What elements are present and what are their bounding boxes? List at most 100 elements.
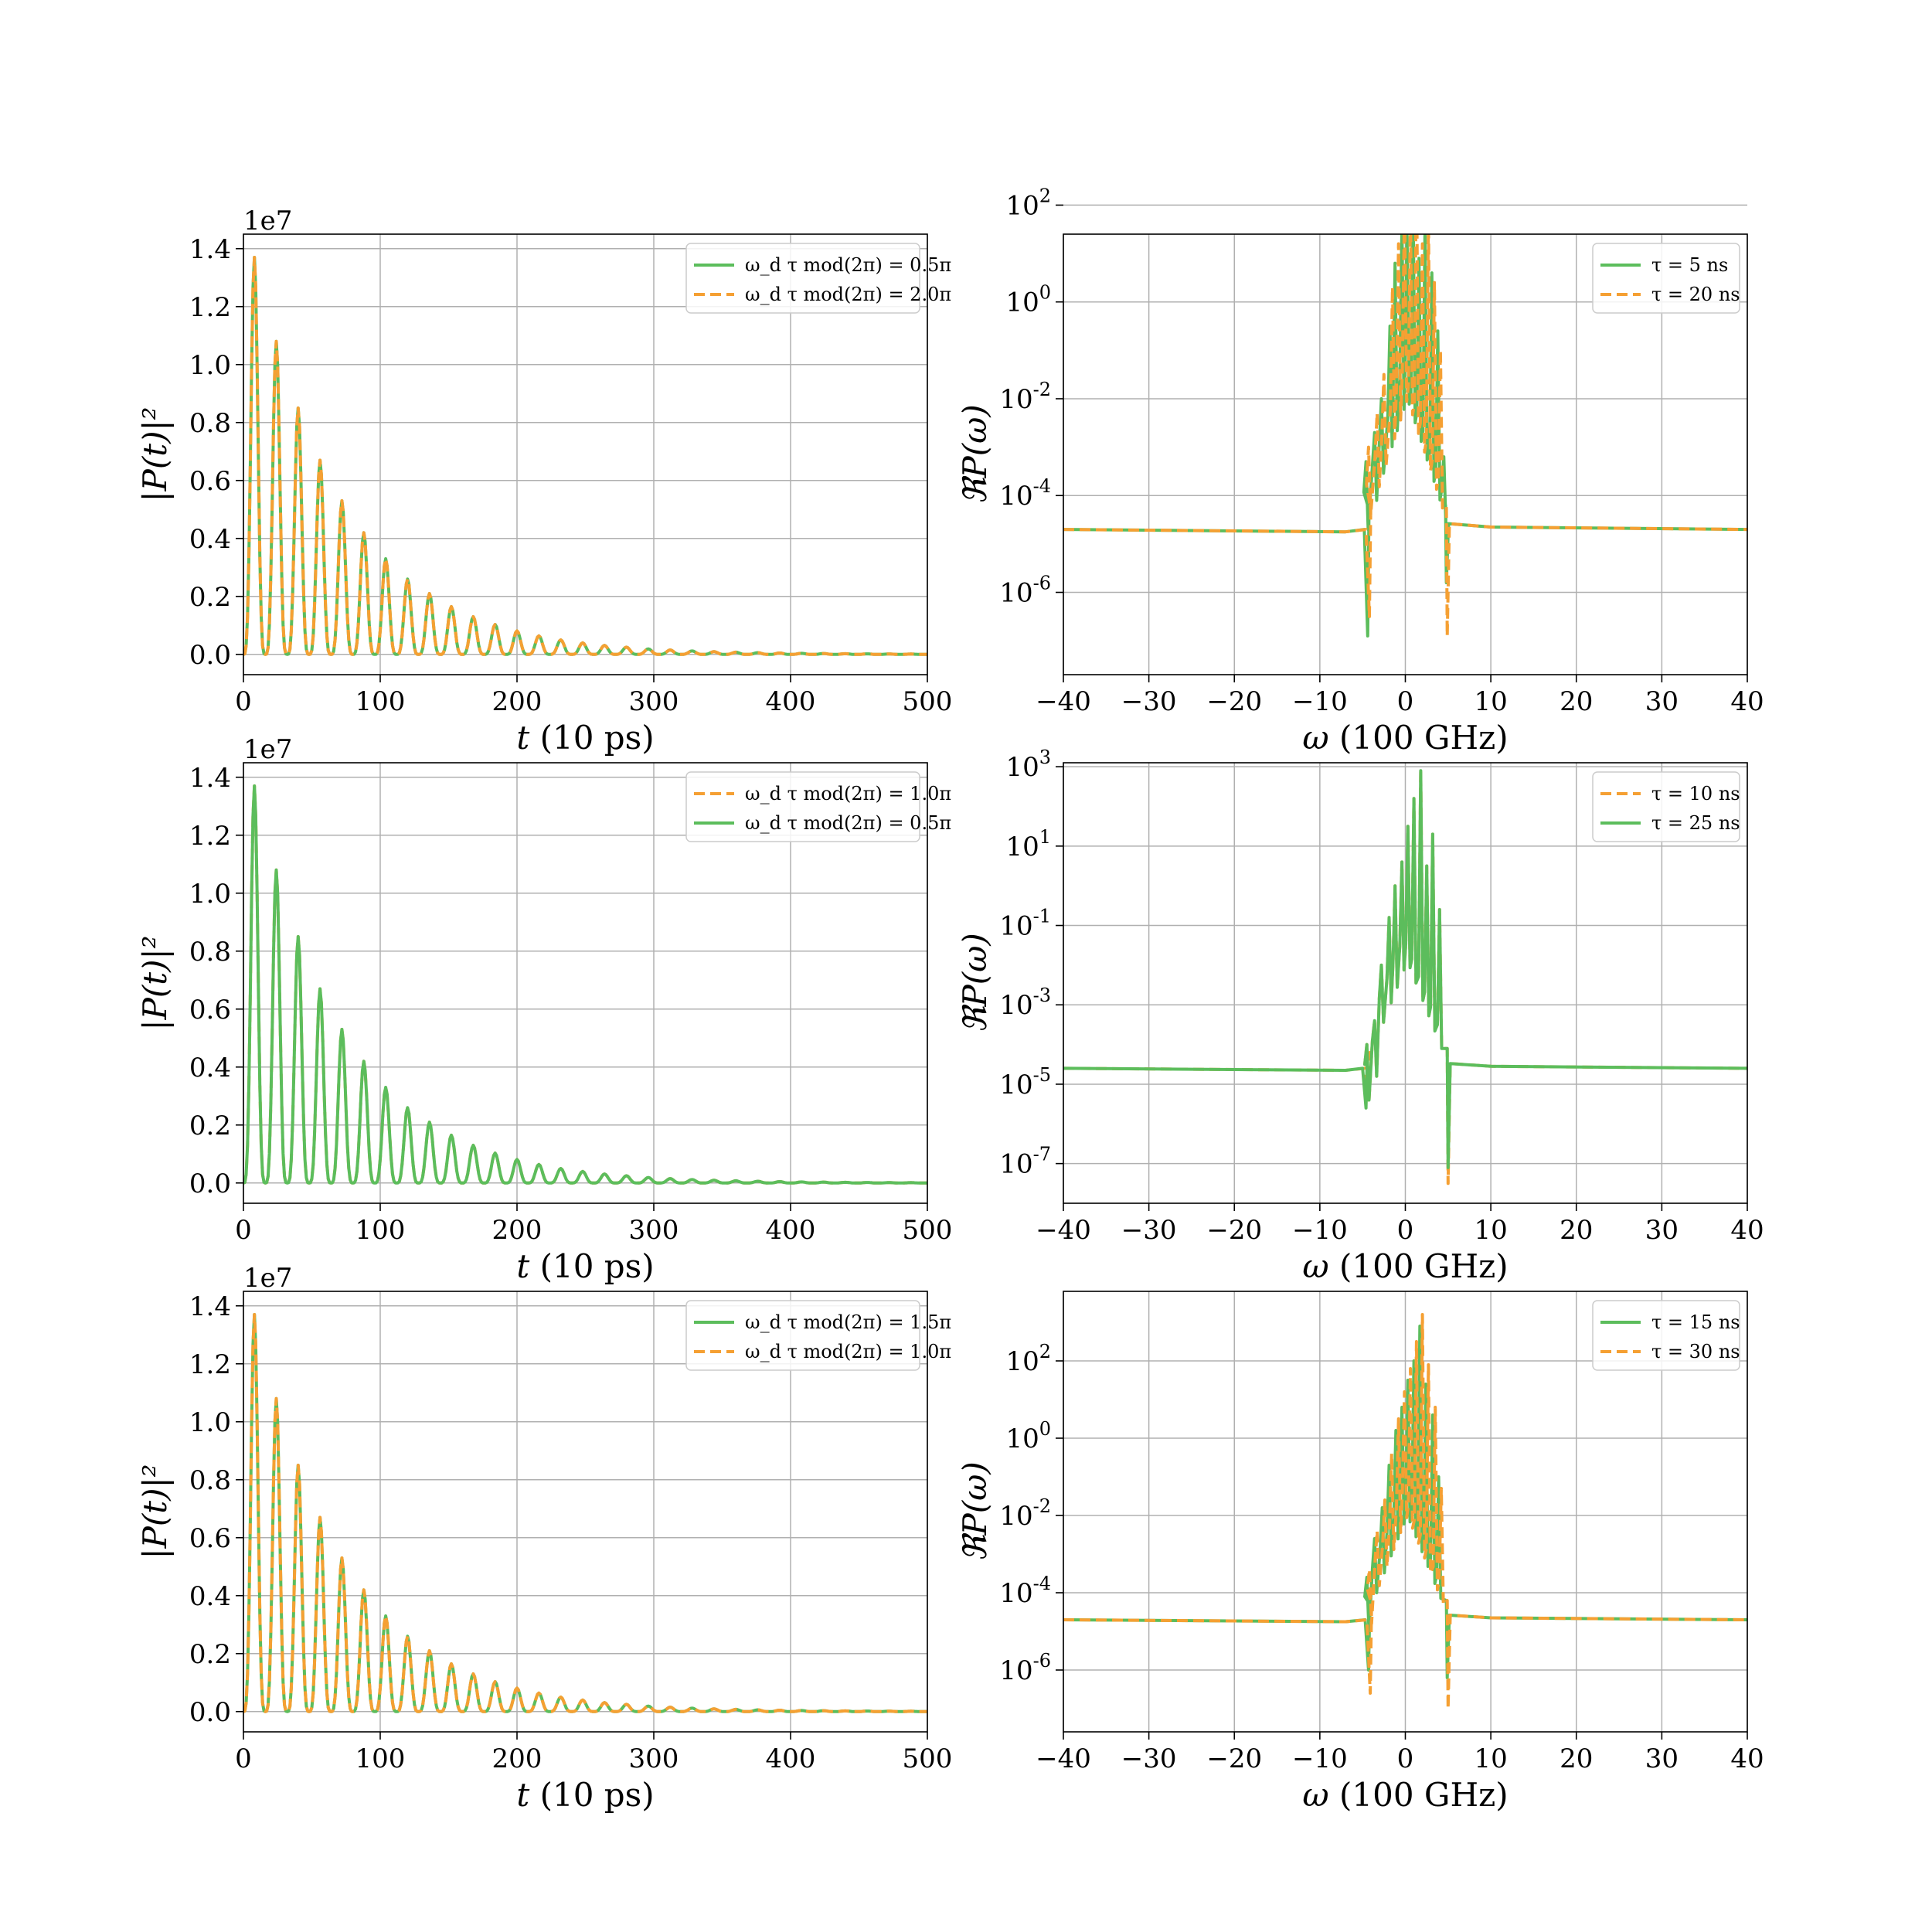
x-tick-label: 100 — [355, 1743, 406, 1774]
x-tick-label: −40 — [1036, 1743, 1091, 1774]
y-tick-label: 102 — [1005, 185, 1051, 221]
y-tick-label: 101 — [1005, 826, 1051, 862]
y-tick-label: 0.2 — [189, 582, 231, 613]
subplot-1: 0 100 200 300 400 500 0.0 0.2 0.4 0.6 0.8 1.0 1.2 1.4… — [136, 206, 952, 757]
x-tick-label: 20 — [1560, 686, 1593, 717]
y-tick-label: 0.0 — [189, 1697, 231, 1728]
x-tick-label: 300 — [629, 1215, 679, 1246]
legend-entry: ω_d τ mod(2π) = 1.0π — [745, 783, 951, 804]
legend-entry: ω_d τ mod(2π) = 1.0π — [745, 1341, 951, 1362]
x-tick-label: 20 — [1560, 1215, 1593, 1246]
x-axis-label: ω (100 GHz) — [1302, 1776, 1508, 1814]
y-tick-label: 10-2 — [999, 379, 1051, 415]
subplot-5: 0 100 200 300 400 500 0.0 0.2 0.4 0.6 0.8 1.0 1.2 1.4… — [136, 1263, 952, 1814]
y-tick-label: 1.4 — [189, 763, 231, 794]
y-tick-label: 10-2 — [999, 1495, 1051, 1532]
y-tick-label: 1.4 — [189, 234, 231, 265]
series-line-2 — [1063, 769, 1747, 1169]
x-axis-label: ω (100 GHz) — [1302, 719, 1508, 757]
x-tick-label: −40 — [1036, 686, 1091, 717]
legend-entry: τ = 15 ns — [1651, 1311, 1740, 1333]
y-tick-label: 1.0 — [189, 350, 231, 381]
axes-frame — [1063, 762, 1748, 1204]
x-tick-label: 200 — [492, 1215, 543, 1246]
y-tick-label: 0.6 — [189, 466, 231, 497]
y-tick-label: 0.6 — [189, 995, 231, 1026]
x-tick-label: 0 — [235, 686, 252, 717]
x-tick-label: 10 — [1474, 686, 1507, 717]
subplot-2: −40 −30 −20 −10 0 10 20 30 40 10-6 10-4 10-2 100 102 τ… — [956, 185, 1764, 757]
x-axis-label: ω (100 GHz) — [1302, 1247, 1508, 1285]
series-line-2 — [243, 1313, 927, 1713]
y-axis-label: |P(t)|² — [136, 935, 174, 1030]
y-tick-label: 0.2 — [189, 1639, 231, 1670]
axes-frame — [243, 233, 928, 675]
y-offset-text: 1e7 — [243, 734, 292, 765]
y-tick-label: 0.4 — [189, 524, 231, 555]
x-tick-label: −40 — [1036, 1215, 1091, 1246]
legend-entry: ω_d τ mod(2π) = 1.5π — [745, 1311, 951, 1333]
legend — [1592, 1300, 1740, 1371]
y-tick-label: 1.2 — [189, 292, 231, 323]
x-tick-label: 100 — [355, 1215, 406, 1246]
y-tick-label: 10-4 — [999, 475, 1051, 512]
x-tick-label: 10 — [1474, 1743, 1507, 1774]
x-tick-label: −10 — [1292, 1215, 1348, 1246]
y-axis-label: ℜP(ω) — [956, 1461, 994, 1561]
x-tick-label: 40 — [1730, 1743, 1764, 1774]
y-tick-label: 100 — [1005, 282, 1051, 318]
y-tick-label: 102 — [1005, 1341, 1051, 1377]
y-axis-label: |P(t)|² — [136, 406, 174, 502]
y-tick-label: 0.6 — [189, 1523, 231, 1554]
legend — [685, 1300, 920, 1371]
x-tick-label: −20 — [1206, 1743, 1262, 1774]
y-tick-label: 0.4 — [189, 1581, 231, 1612]
y-tick-label: 1.0 — [189, 1407, 231, 1438]
legend-entry: τ = 10 ns — [1651, 783, 1740, 804]
x-tick-label: 10 — [1474, 1215, 1507, 1246]
legend — [685, 243, 920, 314]
y-tick-label: 10-6 — [999, 1650, 1051, 1686]
y-offset-text: 1e7 — [243, 1263, 292, 1294]
x-tick-label: −20 — [1206, 686, 1262, 717]
x-tick-label: 0 — [1397, 1215, 1414, 1246]
x-tick-label: 200 — [492, 686, 543, 717]
x-tick-label: 400 — [766, 1215, 816, 1246]
x-tick-label: 400 — [766, 1743, 816, 1774]
subplot-6: −40 −30 −20 −10 0 10 20 30 40 10-6 10-4 10-2 100 102 τ… — [956, 1291, 1764, 1814]
x-axis-label: t (10 ps) — [516, 1776, 654, 1814]
x-tick-label: 40 — [1730, 1215, 1764, 1246]
x-tick-label: 20 — [1560, 1743, 1593, 1774]
y-tick-label: 1.0 — [189, 879, 231, 910]
series-line-1 — [1063, 234, 1747, 638]
x-tick-label: 0 — [235, 1743, 252, 1774]
x-tick-label: 40 — [1730, 686, 1764, 717]
y-tick-label: 0.4 — [189, 1053, 231, 1083]
y-offset-text: 1e7 — [243, 206, 292, 236]
legend-entry: τ = 25 ns — [1651, 812, 1740, 834]
x-tick-label: −10 — [1292, 1743, 1348, 1774]
x-tick-label: −30 — [1121, 1215, 1177, 1246]
y-tick-label: 0.8 — [189, 1465, 231, 1496]
x-tick-label: −20 — [1206, 1215, 1262, 1246]
legend-entry: τ = 5 ns — [1651, 254, 1728, 276]
legend-entry: τ = 20 ns — [1651, 284, 1740, 305]
y-tick-label: 10-5 — [999, 1064, 1051, 1100]
y-tick-label: 0.0 — [189, 1168, 231, 1199]
x-tick-label: 30 — [1645, 1215, 1679, 1246]
series-line-1 — [1063, 1325, 1747, 1679]
y-tick-label: 10-3 — [999, 985, 1051, 1021]
legend-entry: τ = 30 ns — [1651, 1341, 1740, 1362]
x-tick-label: 200 — [492, 1743, 543, 1774]
x-tick-label: 0 — [1397, 1743, 1414, 1774]
y-axis-label: |P(t)|² — [136, 1464, 174, 1559]
series-line-1 — [243, 256, 927, 656]
y-tick-label: 1.2 — [189, 821, 231, 852]
x-tick-label: −30 — [1121, 1743, 1177, 1774]
legend — [1592, 243, 1740, 314]
y-tick-label: 0.8 — [189, 408, 231, 439]
y-tick-label: 0.0 — [189, 640, 231, 671]
x-tick-label: 30 — [1645, 1743, 1679, 1774]
axes-frame — [243, 762, 928, 1204]
